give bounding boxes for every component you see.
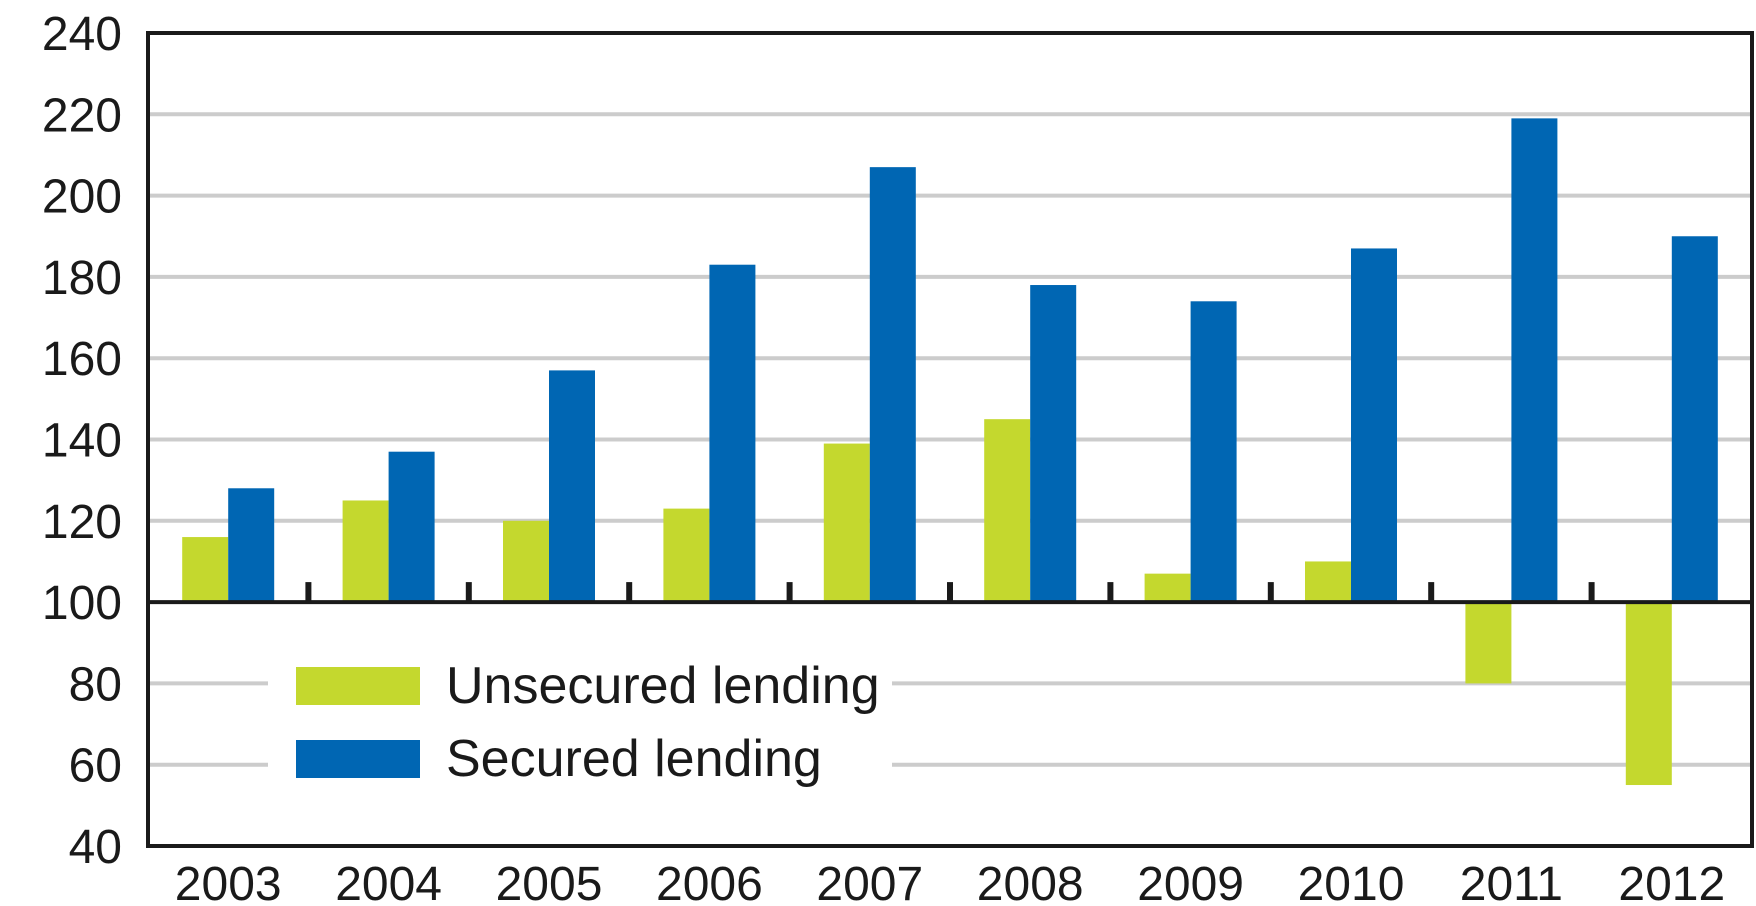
bar-secured-2009 — [1190, 301, 1237, 603]
x-tick-label-2011: 2011 — [1460, 858, 1563, 906]
legend-label-unsecured: Unsecured lending — [446, 657, 880, 715]
bar-secured-2010 — [1351, 248, 1397, 603]
y-tick-label-240: 240 — [42, 8, 122, 61]
x-tick-label-2006: 2006 — [656, 858, 763, 906]
y-tick-label-80: 80 — [69, 658, 122, 711]
y-tick-label-200: 200 — [42, 171, 122, 224]
y-tick-label-180: 180 — [42, 252, 122, 305]
bar-unsecured-2005 — [503, 520, 549, 603]
y-tick-label-100: 100 — [42, 577, 122, 630]
plot-frame — [146, 31, 1754, 848]
bar-secured-2007 — [869, 167, 916, 603]
x-tick-label-2004: 2004 — [335, 858, 442, 906]
bar-secured-2008 — [1030, 285, 1077, 603]
x-tick-label-2008: 2008 — [977, 858, 1084, 906]
y-tick-label-160: 160 — [42, 333, 122, 386]
bars — [182, 118, 1718, 786]
y-tick-label-120: 120 — [42, 496, 122, 549]
x-tick-label-2009: 2009 — [1137, 858, 1244, 906]
legend-swatch-secured — [296, 740, 420, 778]
bar-unsecured-2004 — [342, 500, 389, 603]
x-tick-label-2012: 2012 — [1618, 858, 1725, 906]
y-tick-label-140: 140 — [42, 415, 122, 468]
legend-swatch-unsecured — [296, 667, 420, 705]
bar-unsecured-2007 — [823, 443, 870, 603]
bar-unsecured-2010 — [1305, 561, 1351, 603]
bar-unsecured-2011 — [1465, 602, 1512, 684]
y-tick-labels: 40 60 80 100 120 140 160 180 200 220 240 — [42, 8, 122, 874]
x-tick-label-2010: 2010 — [1298, 858, 1405, 906]
bar-unsecured-2008 — [984, 419, 1031, 603]
axes — [146, 31, 1754, 848]
bar-secured-2004 — [388, 451, 435, 603]
y-tick-label-60: 60 — [69, 740, 122, 793]
x-tick-label-2007: 2007 — [816, 858, 923, 906]
bar-unsecured-2012 — [1625, 602, 1672, 786]
bar-secured-2006 — [709, 264, 756, 603]
y-tick-label-220: 220 — [42, 89, 122, 142]
legend: Unsecured lending Secured lending — [268, 648, 892, 798]
bar-secured-2011 — [1511, 118, 1558, 603]
y-tick-label-40: 40 — [69, 821, 122, 874]
x-tick-label-2005: 2005 — [496, 858, 603, 906]
x-tick-label-2003: 2003 — [175, 858, 282, 906]
bar-unsecured-2006 — [663, 508, 710, 603]
x-tick-labels: 2003 2004 2005 2006 2007 2008 2009 2010 2011 2012 — [175, 858, 1725, 906]
bar-unsecured-2003 — [182, 537, 229, 603]
legend-label-secured: Secured lending — [446, 730, 822, 788]
bar-secured-2005 — [549, 370, 595, 603]
bar-secured-2012 — [1671, 236, 1718, 603]
bar-unsecured-2009 — [1144, 573, 1191, 603]
bar-secured-2003 — [228, 488, 275, 603]
